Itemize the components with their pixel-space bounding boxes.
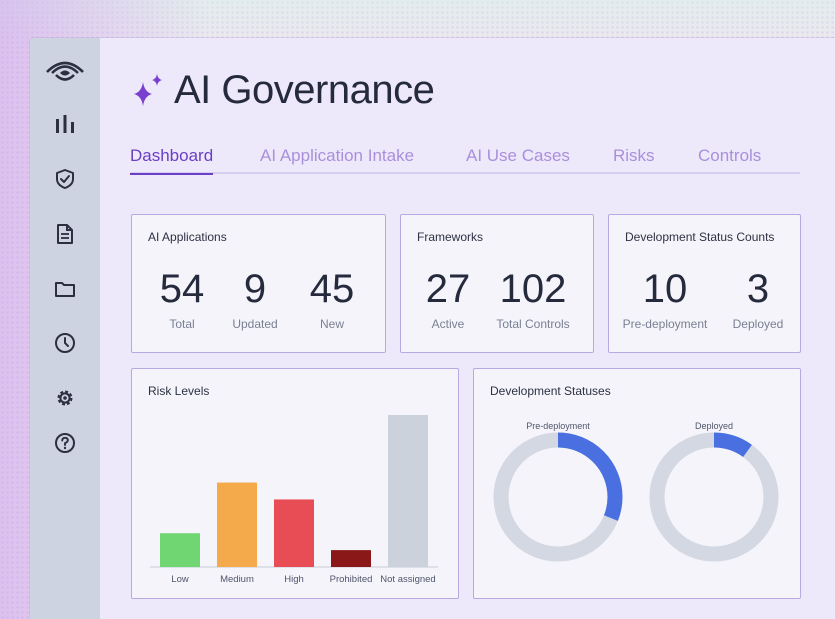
stat-value: 102 [499,267,567,311]
stat-deployed: 3 Deployed [727,267,789,331]
stat-label: Deployed [732,317,784,331]
risk-levels-chart: Low Medium High Prohibited Not assigned [150,415,438,585]
bar-label: Medium [220,574,254,585]
donut-segment-pre-deployment [493,432,623,562]
donut-label: Pre-deployment [526,421,590,431]
stat-total-controls: 102 Total Controls [493,267,573,331]
stat-value: 10 [642,267,688,311]
donut-segment-deployed [649,432,779,562]
app-window: AI Governance Dashboard AI Application I… [30,38,835,619]
bar-label: Not assigned [380,574,435,585]
bar-label: Low [171,574,189,585]
folder-icon[interactable] [52,276,78,302]
development-statuses-chart: Pre-deployment Deployed [493,421,779,562]
bar-label: Prohibited [330,574,373,585]
stat-pre-deployment: 10 Pre-deployment [621,267,709,331]
tab-bar: Dashboard AI Application Intake AI Use C… [130,146,800,175]
page-title: AI Governance [174,67,435,112]
stat-new: 45 New [302,267,362,331]
bar-label: High [284,574,304,585]
sidebar [30,38,100,619]
card-title: Development Status Counts [625,230,775,244]
stat-label: Active [431,317,465,331]
bar-chart-icon[interactable] [52,111,78,137]
stat-value: 9 [243,267,267,311]
stat-label: New [319,317,344,331]
main-content: AI Governance Dashboard AI Application I… [100,38,835,619]
stat-label: Updated [232,317,278,331]
stat-label: Total Controls [496,317,570,331]
bar-prohibited [331,550,371,567]
logo-icon[interactable] [45,56,85,86]
stat-value: 3 [746,267,770,311]
tab-ai-use-cases[interactable]: AI Use Cases [466,146,570,165]
stat-value: 45 [309,267,355,311]
frameworks-card: Frameworks 27 Active 102 Total Controls [400,214,594,353]
bar-high [274,499,314,567]
stat-label: Total [169,317,195,331]
sparkle-icon [134,74,162,106]
card-title: Frameworks [417,230,484,244]
stat-updated: 9 Updated [225,267,285,331]
help-icon[interactable] [52,430,78,456]
tab-ai-application-intake[interactable]: AI Application Intake [260,146,415,165]
ai-applications-card: AI Applications 54 Total 9 Updated 45 Ne… [131,214,386,353]
risk-levels-card: Risk Levels Low Medium High Prohibited Not a… [131,368,459,599]
stat-label: Pre-deployment [622,317,708,331]
bar-medium [217,482,257,567]
document-icon[interactable] [52,221,78,247]
stat-value: 54 [159,267,205,311]
development-status-counts-card: Development Status Counts 10 Pre-deploym… [608,214,801,353]
tab-dashboard[interactable]: Dashboard [130,146,214,175]
bar-low [160,533,200,567]
donut-track [649,432,779,562]
tab-risks[interactable]: Risks [613,146,655,165]
development-statuses-card: Development Statuses Pre-deployment Deplo… [473,368,801,599]
card-title: Risk Levels [148,384,210,398]
bar-not-assigned [388,415,428,567]
stat-value: 27 [425,267,471,311]
page-header: AI Governance [130,67,435,112]
card-title: Development Statuses [490,384,611,398]
clock-icon[interactable] [52,330,78,356]
stat-total: 54 Total [152,267,212,331]
stat-active: 27 Active [418,267,478,331]
card-title: AI Applications [148,230,227,244]
shield-check-icon[interactable] [52,166,78,192]
donut-label: Deployed [695,421,733,431]
tab-controls[interactable]: Controls [698,146,762,165]
gear-icon[interactable] [52,385,78,411]
